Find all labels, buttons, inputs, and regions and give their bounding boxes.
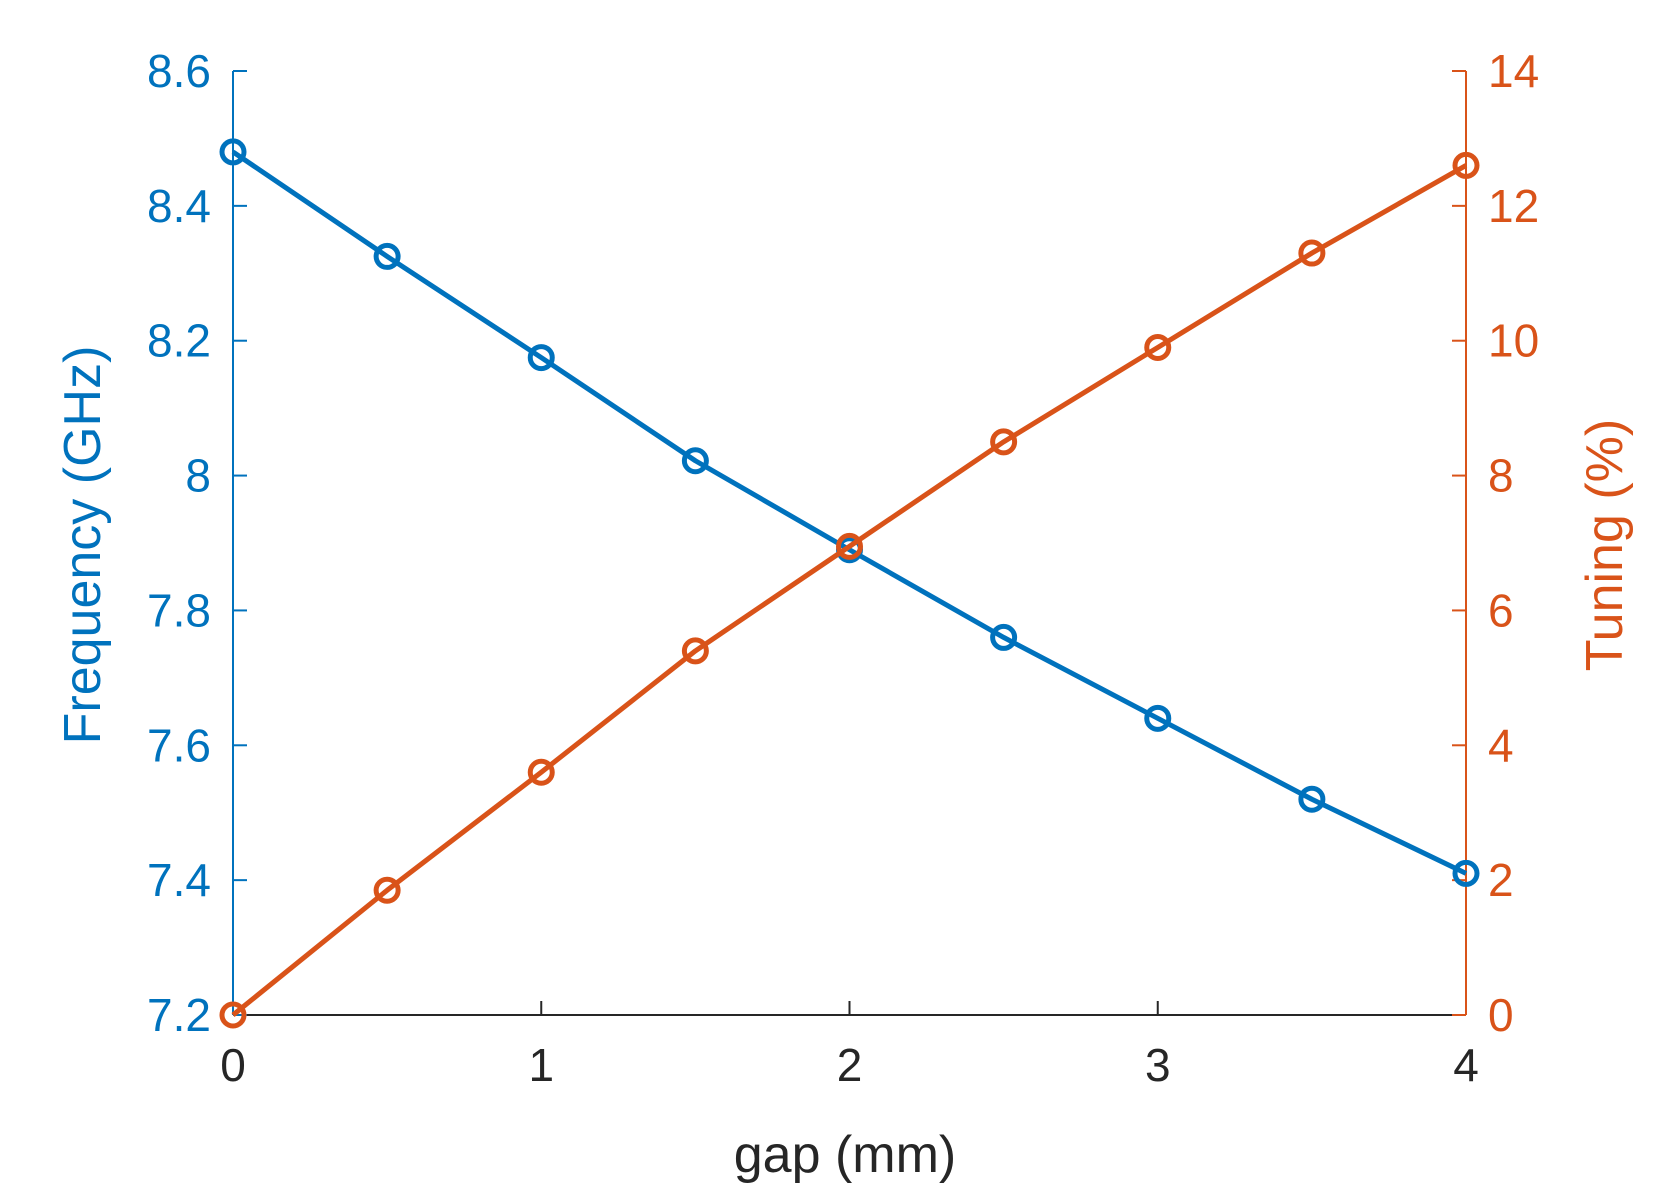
left-y-tick-label: 8.2 bbox=[147, 315, 211, 367]
right-y-axis-title: Tuning (%) bbox=[1576, 419, 1634, 671]
right-y-tick-label: 0 bbox=[1488, 989, 1514, 1041]
frequency-point bbox=[990, 623, 1018, 651]
tuning-point bbox=[219, 1001, 247, 1029]
x-tick-label: 2 bbox=[837, 1039, 863, 1091]
frequency-point bbox=[373, 242, 401, 270]
tuning-point bbox=[527, 758, 555, 786]
left-y-tick-label: 7.2 bbox=[147, 989, 211, 1041]
tuning-series bbox=[219, 151, 1480, 1029]
left-y-tick-label: 7.8 bbox=[147, 584, 211, 636]
right-y-tick-label: 14 bbox=[1488, 45, 1539, 97]
frequency-point bbox=[527, 344, 555, 372]
tuning-point bbox=[681, 637, 709, 665]
tuning-point bbox=[373, 876, 401, 904]
left-y-tick-label: 7.6 bbox=[147, 719, 211, 771]
frequency-series bbox=[219, 138, 1480, 887]
tuning-point bbox=[1298, 239, 1326, 267]
x-tick-label: 1 bbox=[528, 1039, 554, 1091]
left-y-axis-title: Frequency (GHz) bbox=[54, 346, 112, 745]
left-y-tick-label: 8.4 bbox=[147, 180, 211, 232]
x-tick-label: 4 bbox=[1453, 1039, 1479, 1091]
left-y-tick-label: 8 bbox=[185, 450, 211, 502]
x-axis: 0 1 2 3 4 bbox=[220, 1001, 1479, 1091]
tuning-point bbox=[836, 532, 863, 560]
tuning-point bbox=[990, 428, 1018, 456]
right-y-axis: 0 2 4 6 8 10 12 14 bbox=[1452, 45, 1539, 1041]
left-y-tick-label: 8.6 bbox=[147, 45, 211, 97]
right-y-tick-label: 2 bbox=[1488, 854, 1514, 906]
right-y-tick-label: 4 bbox=[1488, 719, 1514, 771]
tuning-point bbox=[1144, 333, 1172, 361]
left-y-axis: 7.2 7.4 7.6 7.8 8 8.2 8.4 8.6 bbox=[147, 45, 247, 1041]
frequency-point bbox=[219, 138, 247, 166]
frequency-point bbox=[1298, 785, 1326, 813]
frequency-point bbox=[1144, 704, 1172, 732]
x-axis-title: gap (mm) bbox=[734, 1126, 956, 1184]
tuning-point bbox=[1452, 151, 1480, 179]
frequency-line bbox=[231, 149, 1468, 876]
frequency-point bbox=[681, 447, 709, 475]
x-tick-label: 0 bbox=[220, 1039, 246, 1091]
x-tick-label: 3 bbox=[1145, 1039, 1171, 1091]
plot-series bbox=[219, 138, 1480, 1029]
left-y-tick-label: 7.4 bbox=[147, 854, 211, 906]
frequency-point bbox=[1452, 859, 1480, 887]
right-y-tick-label: 6 bbox=[1488, 584, 1514, 636]
right-y-tick-label: 8 bbox=[1488, 450, 1514, 502]
tuning-line bbox=[231, 163, 1468, 1017]
right-y-tick-label: 12 bbox=[1488, 180, 1539, 232]
right-y-tick-label: 10 bbox=[1488, 315, 1539, 367]
